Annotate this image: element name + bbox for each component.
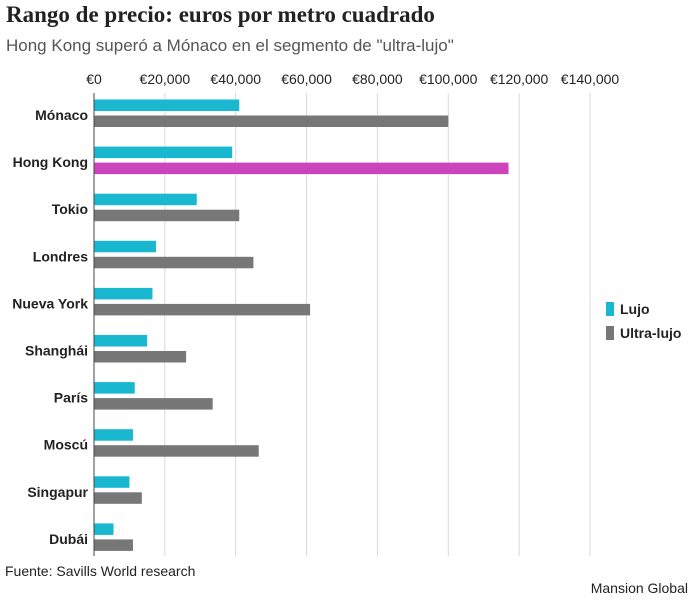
bar-nueva-york-ultra-lujo	[94, 303, 311, 316]
category-label-hong-kong: Hong Kong	[13, 154, 88, 170]
legend: Lujo Ultra-lujo	[606, 301, 681, 341]
bar-moscu-lujo	[94, 429, 133, 441]
bar-shanghai-ultra-lujo	[94, 351, 187, 363]
bar-tokio-ultra-lujo	[94, 209, 240, 222]
bar-tokio-lujo	[94, 193, 197, 206]
bar-shanghai-lujo	[94, 335, 148, 347]
category-labels: Mónaco Hong Kong Tokio Londres Nueva York Sha…	[12, 107, 88, 547]
legend-swatch-lujo	[606, 302, 614, 316]
bar-monaco-lujo	[94, 99, 240, 111]
legend-label-lujo: Lujo	[620, 301, 650, 317]
bar-londres-ultra-lujo	[94, 256, 254, 269]
category-label-tokio: Tokio	[52, 201, 88, 217]
bar-paris-lujo	[94, 382, 135, 394]
legend-label-ultra-lujo: Ultra-lujo	[620, 325, 681, 341]
legend-swatch-ultra-lujo	[606, 326, 614, 340]
category-label-nueva-york: Nueva York	[12, 295, 88, 311]
x-tick-label: €0	[86, 71, 102, 87]
category-label-shanghai: Shanghái	[25, 343, 88, 359]
x-tick-label: €60,000	[281, 71, 332, 87]
category-label-paris: París	[54, 390, 88, 406]
bar-moscu-ultra-lujo	[94, 445, 259, 457]
bar-hong-kong-ultra-lujo	[94, 162, 509, 175]
bar-paris-ultra-lujo	[94, 398, 213, 410]
source-note: Fuente: Savills World research	[5, 563, 196, 579]
chart-title: Rango de precio: euros por metro cuadrad…	[6, 2, 435, 27]
category-label-moscu: Moscú	[44, 437, 88, 453]
bar-monaco-ultra-lujo	[94, 115, 449, 127]
x-tick-label: €120,000	[490, 71, 549, 87]
x-tick-label: €80,000	[352, 71, 403, 87]
bar-singapur-ultra-lujo	[94, 492, 142, 504]
x-tick-label: €40,000	[210, 71, 261, 87]
bar-nueva-york-lujo	[94, 287, 153, 300]
gridlines	[164, 93, 591, 556]
credit-note: Mansion Global	[590, 580, 688, 596]
bar-dubai-ultra-lujo	[94, 539, 133, 551]
bars	[94, 99, 509, 551]
category-label-dubai: Dubái	[49, 531, 88, 547]
x-tick-label: €100,000	[419, 71, 478, 87]
x-tick-label: €140,000	[561, 71, 620, 87]
bar-dubai-lujo	[94, 523, 114, 535]
bar-singapur-lujo	[94, 476, 130, 488]
category-label-singapur: Singapur	[27, 484, 88, 500]
category-label-londres: Londres	[33, 248, 88, 264]
x-axis-ticks: €0 €20,000 €40,000 €60,000 €80,000 €100,000 €1…	[86, 71, 619, 87]
chart-subtitle: Hong Kong superó a Mónaco en el segmento…	[6, 36, 454, 55]
bar-londres-lujo	[94, 240, 156, 253]
bar-hong-kong-lujo	[94, 146, 233, 159]
category-label-monaco: Mónaco	[35, 107, 88, 123]
x-tick-label: €20,000	[140, 71, 191, 87]
